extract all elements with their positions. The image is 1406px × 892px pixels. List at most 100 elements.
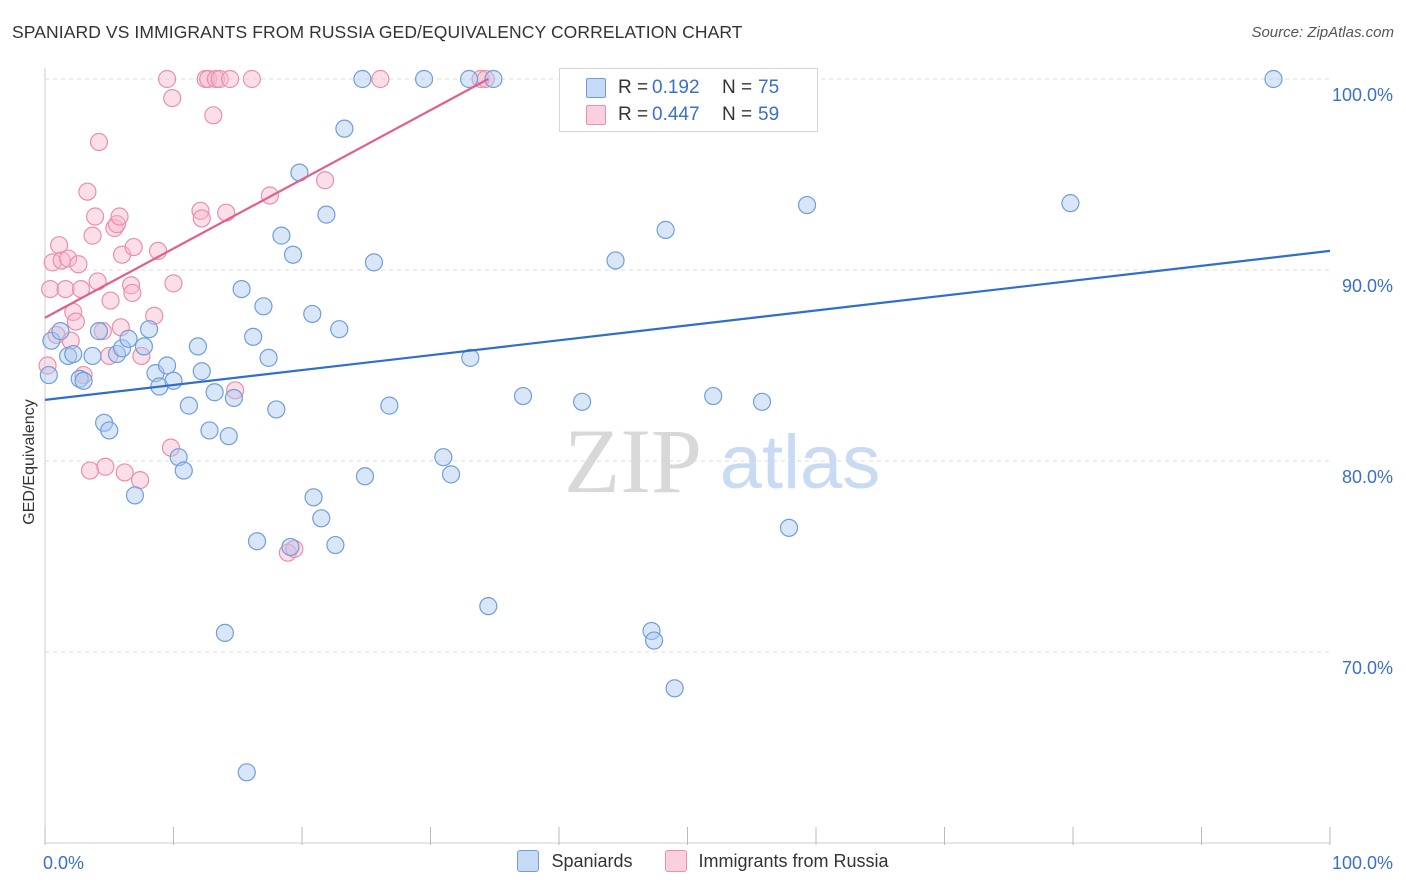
data-point-russia bbox=[371, 69, 390, 89]
stats-swatch-spaniards bbox=[586, 77, 606, 98]
data-point-russia bbox=[43, 253, 62, 272]
data-point-spaniards bbox=[174, 461, 193, 480]
legend-swatch-spaniards bbox=[517, 850, 540, 872]
data-point-spaniards bbox=[335, 119, 354, 138]
data-point-spaniards bbox=[326, 535, 345, 555]
data-point-spaniards bbox=[157, 356, 177, 375]
y-tick-label: 100.0% bbox=[1332, 85, 1393, 105]
data-point-russia bbox=[110, 207, 129, 226]
data-point-spaniards bbox=[244, 327, 263, 346]
legend-swatch-russia bbox=[664, 850, 687, 872]
stats-n-value: 59 bbox=[758, 103, 780, 125]
data-point-russia bbox=[66, 312, 85, 331]
data-point-russia bbox=[157, 69, 177, 89]
data-point-russia bbox=[38, 356, 57, 375]
data-point-spaniards bbox=[1061, 194, 1080, 213]
data-point-spaniards bbox=[479, 597, 498, 616]
data-point-spaniards bbox=[573, 392, 592, 411]
data-point-spaniards bbox=[74, 371, 93, 390]
data-point-spaniards bbox=[192, 362, 211, 381]
trend-line-spaniards bbox=[44, 249, 1331, 401]
stats-legend: R = 0.192 N = 75 R = 0.447 N = 59 bbox=[559, 68, 818, 132]
data-point-spaniards bbox=[704, 386, 723, 406]
data-point-spaniards bbox=[1264, 69, 1283, 89]
data-point-russia bbox=[226, 381, 245, 400]
x-tick-label: 100.0% bbox=[1332, 853, 1393, 873]
data-point-spaniards bbox=[134, 337, 154, 356]
y-axis-label: GED/Equivalency bbox=[21, 399, 38, 524]
data-point-spaniards bbox=[752, 392, 772, 411]
stats-n-label: N = bbox=[722, 103, 753, 125]
stats-r-value: 0.447 bbox=[652, 103, 700, 125]
stats-row-spaniards: R = 0.192 N = 75 bbox=[560, 74, 779, 101]
tick-labels: 70.0% 80.0% 90.0% 100.0% 0.0% 100.0% bbox=[43, 85, 1393, 873]
data-point-spaniards bbox=[355, 467, 375, 486]
data-point-russia bbox=[96, 457, 115, 476]
data-point-russia bbox=[83, 226, 102, 245]
data-point-spaniards bbox=[656, 220, 675, 239]
data-point-spaniards bbox=[779, 518, 799, 537]
series-spaniards bbox=[39, 69, 1283, 782]
data-point-spaniards bbox=[139, 320, 159, 339]
legend-item-russia[interactable]: Immigrants from Russia bbox=[664, 850, 889, 872]
data-point-spaniards bbox=[112, 339, 132, 358]
stats-r-value: 0.192 bbox=[652, 76, 700, 98]
data-point-spaniards bbox=[89, 322, 109, 341]
data-point-spaniards bbox=[267, 400, 286, 419]
data-point-spaniards bbox=[330, 320, 349, 339]
data-point-spaniards bbox=[100, 421, 119, 440]
data-point-spaniards bbox=[461, 348, 480, 367]
data-point-spaniards bbox=[237, 763, 256, 782]
data-point-spaniards bbox=[317, 205, 336, 224]
data-point-russia bbox=[161, 438, 181, 457]
data-point-spaniards bbox=[232, 280, 251, 299]
data-point-spaniards bbox=[39, 365, 58, 385]
trend-line-russia bbox=[44, 78, 489, 319]
y-tick-label: 80.0% bbox=[1342, 467, 1393, 487]
axes bbox=[44, 68, 1331, 845]
data-point-spaniards bbox=[247, 532, 267, 551]
data-point-spaniards bbox=[254, 297, 273, 316]
data-point-russia bbox=[316, 171, 335, 190]
data-point-russia bbox=[50, 236, 69, 255]
data-point-spaniards bbox=[459, 69, 479, 89]
data-point-russia bbox=[242, 69, 261, 89]
stats-r-label: R = bbox=[618, 103, 649, 125]
data-point-spaniards bbox=[644, 631, 664, 650]
data-point-russia bbox=[191, 201, 210, 220]
data-point-spaniards bbox=[484, 69, 503, 89]
watermark-zip: ZIP bbox=[564, 410, 702, 512]
data-point-spaniards bbox=[304, 488, 323, 507]
stats-n-value: 75 bbox=[758, 76, 780, 98]
trend-lines bbox=[44, 78, 1331, 401]
data-point-spaniards bbox=[188, 337, 208, 356]
stats-row-russia: R = 0.447 N = 59 bbox=[560, 101, 779, 128]
data-point-russia bbox=[164, 274, 183, 293]
data-point-spaniards bbox=[125, 486, 145, 505]
x-tick-label: 0.0% bbox=[43, 853, 84, 873]
data-point-spaniards bbox=[215, 623, 234, 643]
data-point-russia bbox=[115, 463, 134, 482]
data-point-spaniards bbox=[281, 537, 300, 557]
y-tick-label: 90.0% bbox=[1342, 276, 1393, 296]
y-tick-label: 70.0% bbox=[1342, 658, 1393, 678]
series-immigrants-from-russia bbox=[38, 69, 495, 562]
stats-r-label: R = bbox=[618, 76, 649, 98]
data-point-russia bbox=[69, 255, 88, 274]
data-point-spaniards bbox=[283, 245, 303, 264]
data-point-spaniards bbox=[606, 251, 625, 270]
data-point-russia bbox=[101, 291, 120, 310]
legend-item-spaniards[interactable]: Spaniards bbox=[517, 850, 633, 872]
data-point-spaniards bbox=[169, 448, 188, 467]
watermark-atlas: atlas bbox=[720, 420, 881, 505]
data-point-russia bbox=[121, 276, 141, 295]
data-point-russia bbox=[206, 69, 226, 89]
stats-swatch-russia bbox=[586, 104, 606, 125]
data-point-spaniards bbox=[259, 348, 278, 367]
data-point-spaniards bbox=[353, 69, 372, 89]
data-point-spaniards bbox=[219, 427, 238, 446]
data-point-russia bbox=[89, 132, 109, 152]
data-point-spaniards bbox=[107, 344, 127, 364]
data-point-spaniards bbox=[441, 465, 461, 484]
